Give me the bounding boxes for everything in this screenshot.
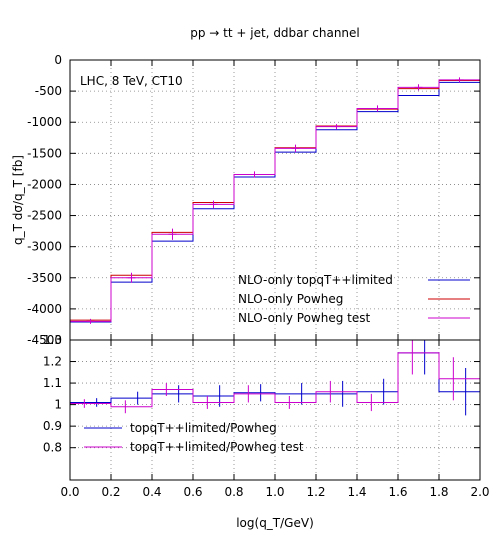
ratio-legend-label: topqT++limited/Powheg test <box>130 440 304 454</box>
ratio-y-tick-label: 0.8 <box>43 441 62 455</box>
ratio-series-line <box>70 352 480 408</box>
ratio-legend: topqT++limited/Powheg topqT++limited/Powh… <box>84 421 304 454</box>
main-legend-label: NLO-only Powheg test <box>238 311 370 325</box>
ratio-panel: 1.31.21.110.90.8 topqT++limited/Powhegto… <box>43 333 490 530</box>
x-tick-label: 1.4 <box>347 485 366 499</box>
main-y-tick-label: -3000 <box>27 240 62 254</box>
main-y-tick-label: -1500 <box>27 146 62 160</box>
main-legend-label: NLO-only topqT++limited <box>238 273 393 287</box>
ratio-grid <box>70 340 480 480</box>
main-y-axis-label: q_T dσ/q_T [fb] <box>11 155 25 245</box>
x-tick-label: 0.8 <box>224 485 243 499</box>
main-y-tick-label: -1000 <box>27 115 62 129</box>
main-y-tick-label: -3500 <box>27 271 62 285</box>
ratio-y-tick-label: 1.2 <box>43 355 62 369</box>
main-legend-label: NLO-only Powheg <box>238 292 343 306</box>
main-panel: 0 -500 -1000 -1500 -2000 -2500 -3000 -3500 -4000… <box>11 53 481 347</box>
ratio-series <box>70 340 480 416</box>
ratio-legend-label: topqT++limited/Powheg <box>130 421 277 435</box>
x-tick-label: 2.0 <box>470 485 489 499</box>
main-y-tick-label: -2000 <box>27 177 62 191</box>
main-series <box>70 77 480 324</box>
ratio-y-tick-label: 1 <box>54 398 62 412</box>
main-series-line <box>70 79 480 322</box>
x-tick-label: 1.8 <box>429 485 448 499</box>
ratio-y-ticks: 1.3 1.2 1.1 1 0.9 0.8 <box>43 333 480 455</box>
ratio-y-tick-label: 1.3 <box>43 333 62 347</box>
main-y-tick-label: -2500 <box>27 209 62 223</box>
main-y-tick-label: 0 <box>54 53 62 67</box>
x-tick-label: 0.2 <box>101 485 120 499</box>
x-tick-label: 0.0 <box>60 485 79 499</box>
x-tick-label: 0.6 <box>183 485 202 499</box>
x-tick-label: 0.4 <box>142 485 161 499</box>
x-axis-label: log(q_T/GeV) <box>236 516 314 530</box>
main-legend: NLO-only topqT++limited NLO-only Powheg NL… <box>238 273 470 325</box>
main-y-ticks: 0 -500 -1000 -1500 -2000 -2500 -3000 -3500 -4000… <box>27 53 481 347</box>
chart-title: pp → tt + jet, ddbar channel <box>190 26 360 40</box>
ratio-y-tick-label: 1.1 <box>43 376 62 390</box>
main-y-tick-label: -4500 <box>27 333 62 347</box>
main-y-tick-label: -500 <box>35 84 62 98</box>
annotation-text: LHC, 8 TeV, CT10 <box>80 74 183 88</box>
x-ticks: 0.0 0.2 0.4 0.6 0.8 1.0 1.2 1.4 1.6 1.8 2.0 <box>60 340 490 499</box>
ratio-y-tick-label: 0.9 <box>43 419 62 433</box>
x-tick-label: 1.6 <box>388 485 407 499</box>
x-tick-label: 1.0 <box>265 485 284 499</box>
main-y-tick-label: -4000 <box>27 302 62 316</box>
x-tick-label: 1.2 <box>306 485 325 499</box>
